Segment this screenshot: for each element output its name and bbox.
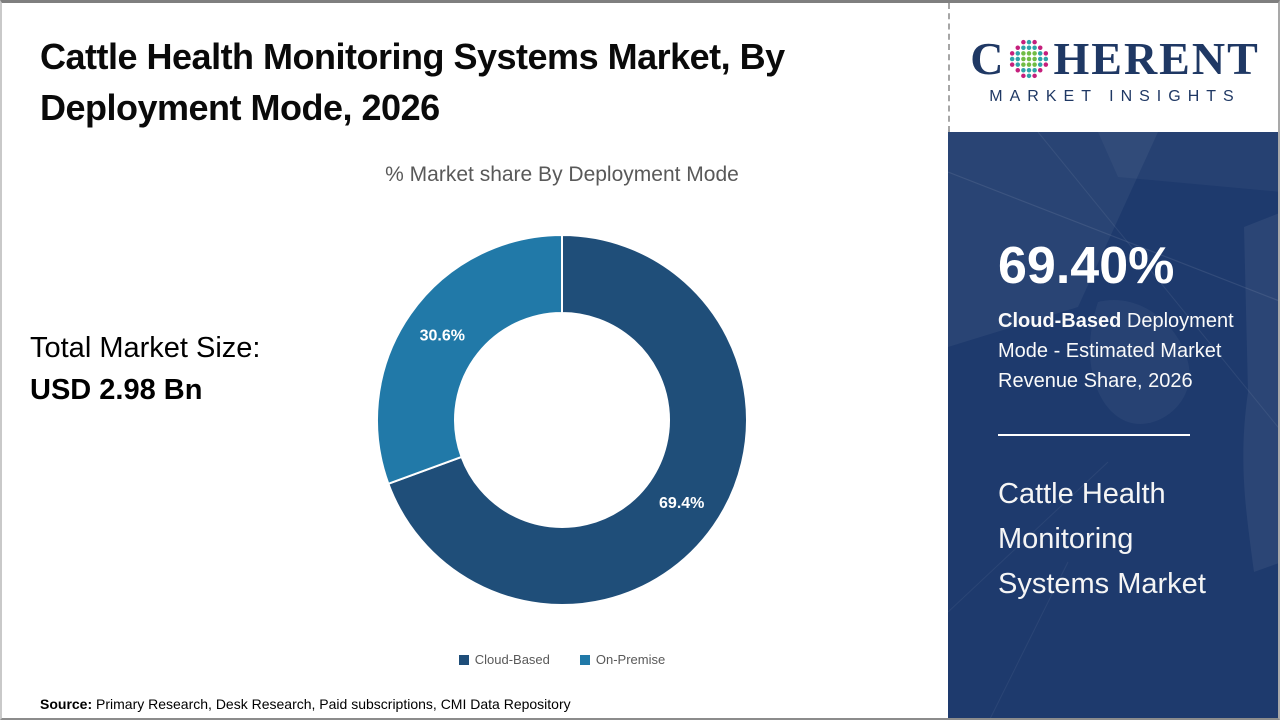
stat-description-rest: Deployment Mode - Estimated Market Reven… [998, 310, 1234, 392]
legend-label: Cloud-Based [474, 652, 550, 667]
coherent-logo: C HERENT MARKET INSIGHTS [948, 3, 1278, 132]
stat-description-bold: Cloud-Based [998, 310, 1122, 332]
sidebar-stat-value: 69.40% [998, 237, 1175, 295]
source-text: Primary Research, Desk Research, Paid su… [92, 696, 571, 712]
world-map-overlay [948, 132, 1278, 718]
source-line: Source: Primary Research, Desk Research,… [40, 696, 571, 712]
wordmark-right: HERENT [1053, 32, 1260, 84]
chart-legend: Cloud-Based On-Premise [302, 652, 822, 667]
total-market-size-label: Total Market Size: [30, 332, 261, 364]
sidebar-divider [998, 434, 1190, 436]
total-market-size-value: USD 2.98 Bn [30, 374, 203, 406]
legend-swatch [458, 654, 469, 665]
sidebar-content: 69.40% Cloud-Based Deployment Mode - Est… [948, 132, 1278, 607]
donut-slice-cloud-based [387, 233, 748, 606]
page-title-line1: Cattle Health Monitoring Systems Market,… [40, 36, 785, 77]
legend-item-cloud-based: Cloud-Based [458, 652, 550, 667]
coherent-wordmark: C HERENT [970, 32, 1260, 84]
slice-data-label: 69.4% [659, 495, 704, 512]
wordmark-left: C [970, 32, 1006, 84]
donut-slice-on-premise [376, 233, 563, 486]
dotted-globe-icon [1010, 39, 1049, 78]
legend-label: On-Premise [595, 652, 666, 667]
source-label: Source: [40, 696, 93, 712]
page-title: Cattle Health Monitoring Systems Market,… [40, 31, 910, 133]
page-title-line2: Deployment Mode, 2026 [40, 87, 440, 128]
sidebar-stat-description: Cloud-Based Deployment Mode - Estimated … [998, 306, 1252, 396]
wordmark-subtitle: MARKET INSIGHTS [989, 87, 1241, 105]
sidebar-market-name: Cattle Health Monitoring Systems Market [998, 478, 1206, 600]
slice-data-label: 30.6% [420, 328, 465, 345]
legend-item-on-premise: On-Premise [579, 652, 666, 667]
chart-title: % Market share By Deployment Mode [385, 163, 739, 186]
total-market-size: Total Market Size: USD 2.98 Bn [30, 327, 260, 411]
legend-swatch [579, 654, 590, 665]
donut-chart-svg: 69.4% 30.6% [376, 233, 748, 606]
donut-chart: 69.4% 30.6% [352, 210, 772, 630]
sidebar: 69.40% Cloud-Based Deployment Mode - Est… [948, 132, 1278, 718]
